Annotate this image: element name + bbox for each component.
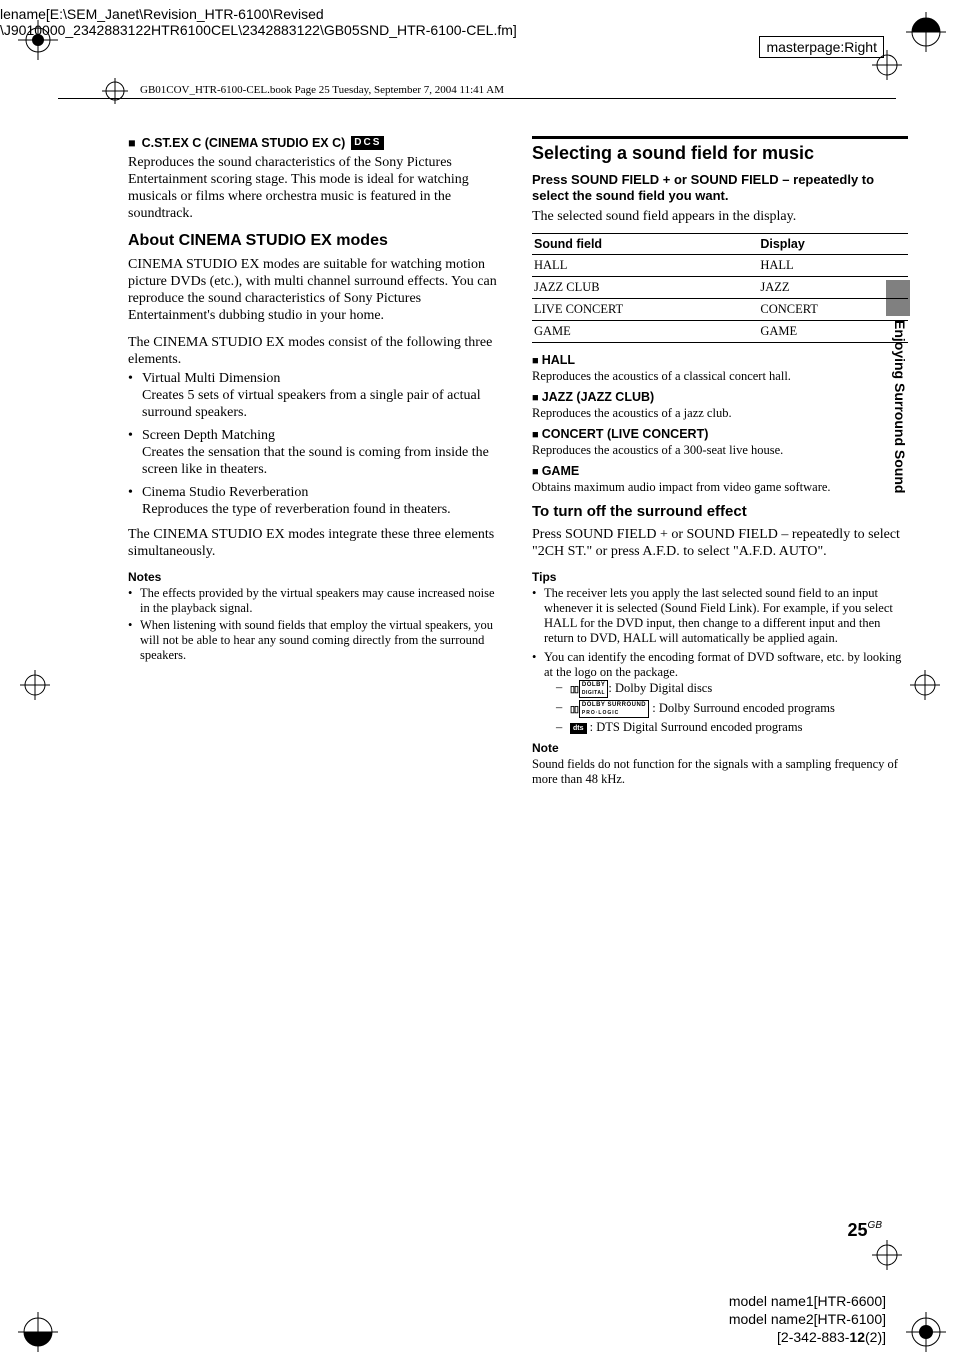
bullet-sub: Creates the sensation that the sound is … [142,444,504,478]
table-cell: CONCERT [758,299,908,321]
hall-heading: HALL [532,353,908,367]
page-content: ■ C.ST.EX C (CINEMA STUDIO EX C) DCS Rep… [128,136,908,791]
crosshair-icon [872,1240,902,1270]
crosshair-icon [910,670,940,700]
book-page-info: GB01COV_HTR-6100-CEL.book Page 25 Tuesda… [140,84,504,96]
table-row: JAZZ CLUBJAZZ [532,277,908,299]
tip-item: You can identify the encoding format of … [532,650,908,735]
game-heading: GAME [532,464,908,478]
table-cell: HALL [532,255,758,277]
hall-body: Reproduces the acoustics of a classical … [532,369,908,384]
press-body: The selected sound field appears in the … [532,208,908,225]
table-cell: GAME [532,321,758,343]
bullet-title: Cinema Studio Reverberation [142,485,308,500]
sound-field-table: Sound field Display HALLHALL JAZZ CLUBJA… [532,233,908,343]
bullet-title: Screen Depth Matching [142,428,275,443]
notes-heading: Notes [128,570,504,584]
registration-mark-br [906,1312,946,1352]
note-heading: Note [532,741,908,755]
list-item: Screen Depth Matching Creates the sensat… [128,427,504,478]
bullet-sub: Reproduces the type of reverberation fou… [142,501,504,518]
tip-item: The receiver lets you apply the last sel… [532,586,908,646]
about-heading: About CINEMA STUDIO EX modes [128,232,504,250]
part-number: [2-342-883-12(2)] [729,1328,886,1346]
square-bullet-icon: ■ [128,136,136,150]
filepath-line2: \J9010000_2342883122HTR6100CEL\234288312… [0,22,517,38]
table-header: Display [758,234,908,255]
model-info: model name1[HTR-6600] model name2[HTR-61… [729,1292,886,1346]
page-number: 25GB [848,1220,882,1241]
table-row: LIVE CONCERTCONCERT [532,299,908,321]
note-body: Sound fields do not function for the sig… [532,757,908,787]
concert-body: Reproduces the acoustics of a 300-seat l… [532,443,908,458]
table-cell: LIVE CONCERT [532,299,758,321]
elements-list: Virtual Multi Dimension Creates 5 sets o… [128,370,504,518]
model-name-1: model name1[HTR-6600] [729,1292,886,1310]
logo-list: ▯▯DOLBYDIGITAL: Dolby Digital discs ▯▯DO… [544,680,908,735]
right-column: Selecting a sound field for music Press … [532,136,908,791]
jazz-body: Reproduces the acoustics of a jazz club. [532,406,908,421]
logo-item: ▯▯DOLBY SURROUNDPRO·LOGIC : Dolby Surrou… [556,700,908,718]
crosshair-icon [102,78,128,104]
jazz-heading: JAZZ (JAZZ CLUB) [532,390,908,404]
game-body: Obtains maximum audio impact from video … [532,480,908,495]
header-rule [58,98,896,99]
logo-desc: : Dolby Surround encoded programs [649,701,835,715]
about-body-1: CINEMA STUDIO EX modes are suitable for … [128,256,504,324]
filepath-line1: lename[E:\SEM_Janet\Revision_HTR-6100\Re… [0,6,324,22]
dts-logo-icon: dts [570,723,587,734]
notes-list: The effects provided by the virtual spea… [128,586,504,663]
registration-mark-bl [18,1312,58,1352]
dolby-digital-logo-icon: ▯▯DOLBYDIGITAL [570,680,608,698]
cstex-heading: ■ C.ST.EX C (CINEMA STUDIO EX C) DCS [128,136,504,150]
turnoff-body: Press SOUND FIELD + or SOUND FIELD – rep… [532,526,908,560]
note-item: The effects provided by the virtual spea… [128,586,504,616]
note-item: When listening with sound fields that em… [128,618,504,663]
section-rule [532,136,908,139]
left-column: ■ C.ST.EX C (CINEMA STUDIO EX C) DCS Rep… [128,136,504,791]
bullet-sub: Creates 5 sets of virtual speakers from … [142,387,504,421]
dolby-surround-logo-icon: ▯▯DOLBY SURROUNDPRO·LOGIC [570,700,649,718]
table-row: GAMEGAME [532,321,908,343]
logo-item: dts : DTS Digital Surround encoded progr… [556,720,908,735]
table-header: Sound field [532,234,758,255]
table-row: HALLHALL [532,255,908,277]
list-item: Cinema Studio Reverberation Reproduces t… [128,484,504,518]
cstex-heading-text: C.ST.EX C (CINEMA STUDIO EX C) [142,136,346,150]
table-cell: JAZZ [758,277,908,299]
tip-text: You can identify the encoding format of … [544,650,901,679]
bullet-title: Virtual Multi Dimension [142,371,280,386]
list-item: Virtual Multi Dimension Creates 5 sets o… [128,370,504,421]
file-path: lename[E:\SEM_Janet\Revision_HTR-6100\Re… [0,6,517,38]
cstex-body: Reproduces the sound characteristics of … [128,154,504,222]
dcs-badge: DCS [351,136,384,150]
logo-desc: : Dolby Digital discs [608,681,712,695]
major-heading: Selecting a sound field for music [532,143,908,164]
about-body-2: The CINEMA STUDIO EX modes consist of th… [128,334,504,368]
crosshair-icon [20,670,50,700]
tips-list: The receiver lets you apply the last sel… [532,586,908,735]
concert-heading: CONCERT (LIVE CONCERT) [532,427,908,441]
registration-mark-tr [906,12,946,52]
tips-heading: Tips [532,570,908,584]
logo-item: ▯▯DOLBYDIGITAL: Dolby Digital discs [556,680,908,698]
page-number-value: 25 [848,1220,868,1240]
page-number-suffix: GB [868,1220,882,1231]
about-body-3: The CINEMA STUDIO EX modes integrate the… [128,526,504,560]
press-instruction: Press SOUND FIELD + or SOUND FIELD – rep… [532,172,908,204]
masterpage-label: masterpage:Right [759,36,884,58]
table-cell: JAZZ CLUB [532,277,758,299]
model-name-2: model name2[HTR-6100] [729,1310,886,1328]
logo-desc: : DTS Digital Surround encoded programs [587,720,803,734]
turnoff-heading: To turn off the surround effect [532,503,908,520]
table-cell: HALL [758,255,908,277]
table-cell: GAME [758,321,908,343]
